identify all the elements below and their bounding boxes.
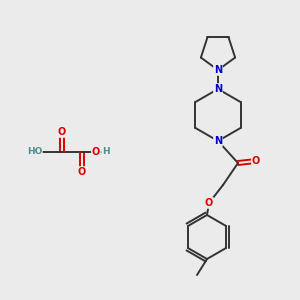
Text: O: O [252,156,260,166]
Text: O: O [58,127,66,137]
Text: O: O [205,198,213,208]
Text: H: H [102,148,110,157]
Text: N: N [214,65,222,75]
Text: N: N [214,136,222,146]
Text: HO: HO [27,148,42,157]
Text: O: O [92,147,100,157]
Text: O: O [78,167,86,177]
Text: N: N [214,84,222,94]
